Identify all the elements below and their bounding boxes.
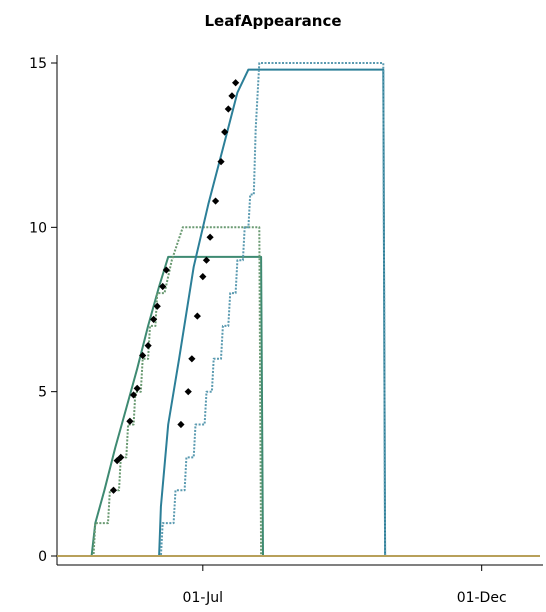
x-tick-label: 01-Dec: [457, 590, 507, 606]
observed-point: [206, 233, 214, 241]
observed-point: [117, 453, 125, 461]
observed-point: [217, 158, 225, 166]
y-tick-label: 10: [29, 220, 47, 236]
series-line-3: [57, 68, 540, 557]
series-line-1: [57, 255, 540, 557]
observed-point: [188, 355, 196, 363]
y-tick-label: 5: [38, 385, 47, 401]
series-line-2: [57, 226, 540, 557]
observed-point: [133, 384, 141, 392]
observed-point: [221, 128, 229, 136]
observed-point: [109, 486, 118, 494]
observed-point: [153, 302, 161, 310]
series-line-4: [57, 62, 540, 557]
observed-point: [113, 457, 121, 465]
observed-point: [228, 92, 236, 100]
observed-point: [202, 256, 211, 264]
observed-point: [162, 266, 170, 274]
observed-point: [184, 388, 192, 396]
observed-point: [144, 342, 152, 350]
observed-point: [126, 417, 134, 425]
observed-point: [199, 273, 207, 281]
observed-point: [177, 420, 185, 429]
observed-point: [159, 282, 167, 291]
observed-point: [150, 315, 158, 323]
observed-point: [224, 105, 232, 113]
y-tick-label: 0: [38, 549, 47, 565]
observed-point: [232, 79, 240, 87]
observed-point: [211, 197, 220, 205]
x-tick-label: 01-Jul: [183, 590, 224, 606]
observed-point: [193, 312, 201, 320]
y-tick-label: 15: [29, 56, 47, 72]
observed-point: [129, 391, 138, 399]
observed-point: [139, 351, 147, 360]
chart-title: LeafAppearance: [204, 12, 342, 30]
